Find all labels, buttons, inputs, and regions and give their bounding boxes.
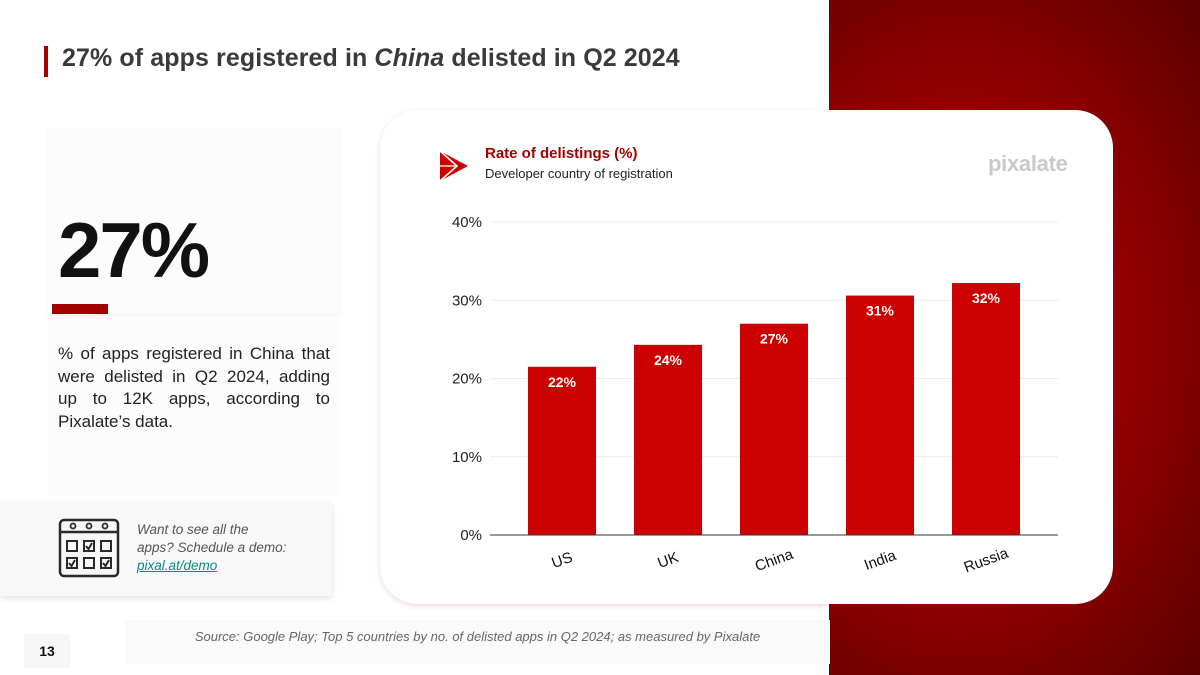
data-label: 24% — [654, 352, 683, 368]
title-accent-bar — [44, 46, 48, 77]
big-stat-value: 27% — [58, 206, 210, 294]
x-tick-label: Russia — [962, 544, 1012, 576]
demo-link[interactable]: pixal.at/demo — [137, 558, 218, 573]
google-play-icon — [439, 150, 468, 182]
y-tick-label: 0% — [460, 527, 482, 544]
y-tick-label: 10% — [452, 449, 482, 466]
data-label: 22% — [548, 374, 577, 390]
slide-title: 27% of apps registered in China delisted… — [62, 44, 680, 72]
stat-accent-line — [52, 304, 108, 314]
calendar-icon — [58, 518, 120, 578]
cta-text: Want to see all the apps? Schedule a dem… — [137, 522, 287, 573]
chart-subtitle: Developer country of registration — [485, 166, 673, 181]
cta-card — [0, 502, 332, 596]
y-tick-label: 20% — [452, 371, 482, 388]
bar-india — [846, 295, 914, 535]
bar-china — [740, 323, 808, 535]
stat-description: % of apps registered in China that were … — [58, 344, 330, 431]
brand-logo: pixalate — [988, 151, 1068, 176]
bar-uk — [634, 344, 702, 535]
x-tick-label: UK — [655, 549, 680, 572]
y-tick-label: 40% — [452, 214, 482, 231]
page-number: 13 — [24, 634, 70, 668]
x-tick-label: China — [753, 546, 796, 576]
data-label: 31% — [866, 303, 895, 319]
chart-title: Rate of delistings (%) — [485, 145, 638, 162]
source-note: Source: Google Play; Top 5 countries by … — [125, 620, 830, 664]
bar-us — [528, 366, 596, 535]
bar-russia — [952, 283, 1020, 535]
x-tick-label: India — [862, 547, 899, 574]
description-panel — [48, 316, 340, 496]
stat-card — [48, 128, 340, 314]
x-tick-label: US — [549, 549, 574, 572]
data-label: 32% — [972, 290, 1001, 306]
data-label: 27% — [760, 331, 789, 347]
y-tick-label: 30% — [452, 292, 482, 309]
